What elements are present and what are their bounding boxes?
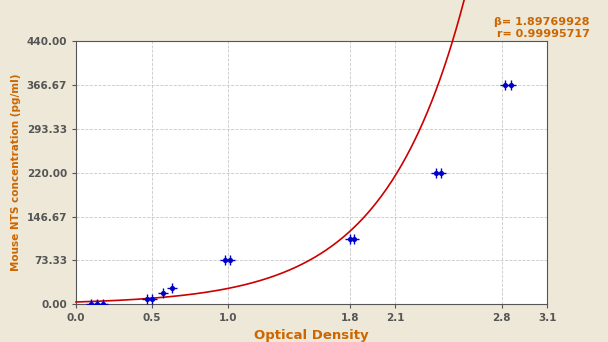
Point [220,258,230,263]
Point [345,236,354,241]
Text: β= 1.89769928
r= 0.99995717: β= 1.89769928 r= 0.99995717 [494,17,590,39]
Point [506,82,516,88]
Point [436,170,446,175]
Point [157,291,167,296]
Point [349,236,359,241]
Point [167,285,176,291]
Point [86,302,96,307]
Point [349,236,359,241]
Point [345,236,354,241]
X-axis label: Optical Density: Optical Density [254,329,369,342]
Point [225,258,235,263]
Point [436,170,446,175]
Point [147,296,157,302]
Point [506,82,516,88]
Point [432,170,441,175]
Point [92,302,102,307]
Point [142,296,152,302]
Point [142,296,152,302]
Point [225,258,235,263]
Point [500,82,510,88]
Point [220,258,230,263]
Point [167,285,176,291]
Point [98,302,108,307]
Y-axis label: Mouse NTS concentration (pg/ml): Mouse NTS concentration (pg/ml) [11,74,21,272]
Point [500,82,510,88]
Point [92,302,102,307]
Point [98,302,108,307]
Point [147,296,157,302]
Point [432,170,441,175]
Point [86,302,96,307]
Point [157,291,167,296]
